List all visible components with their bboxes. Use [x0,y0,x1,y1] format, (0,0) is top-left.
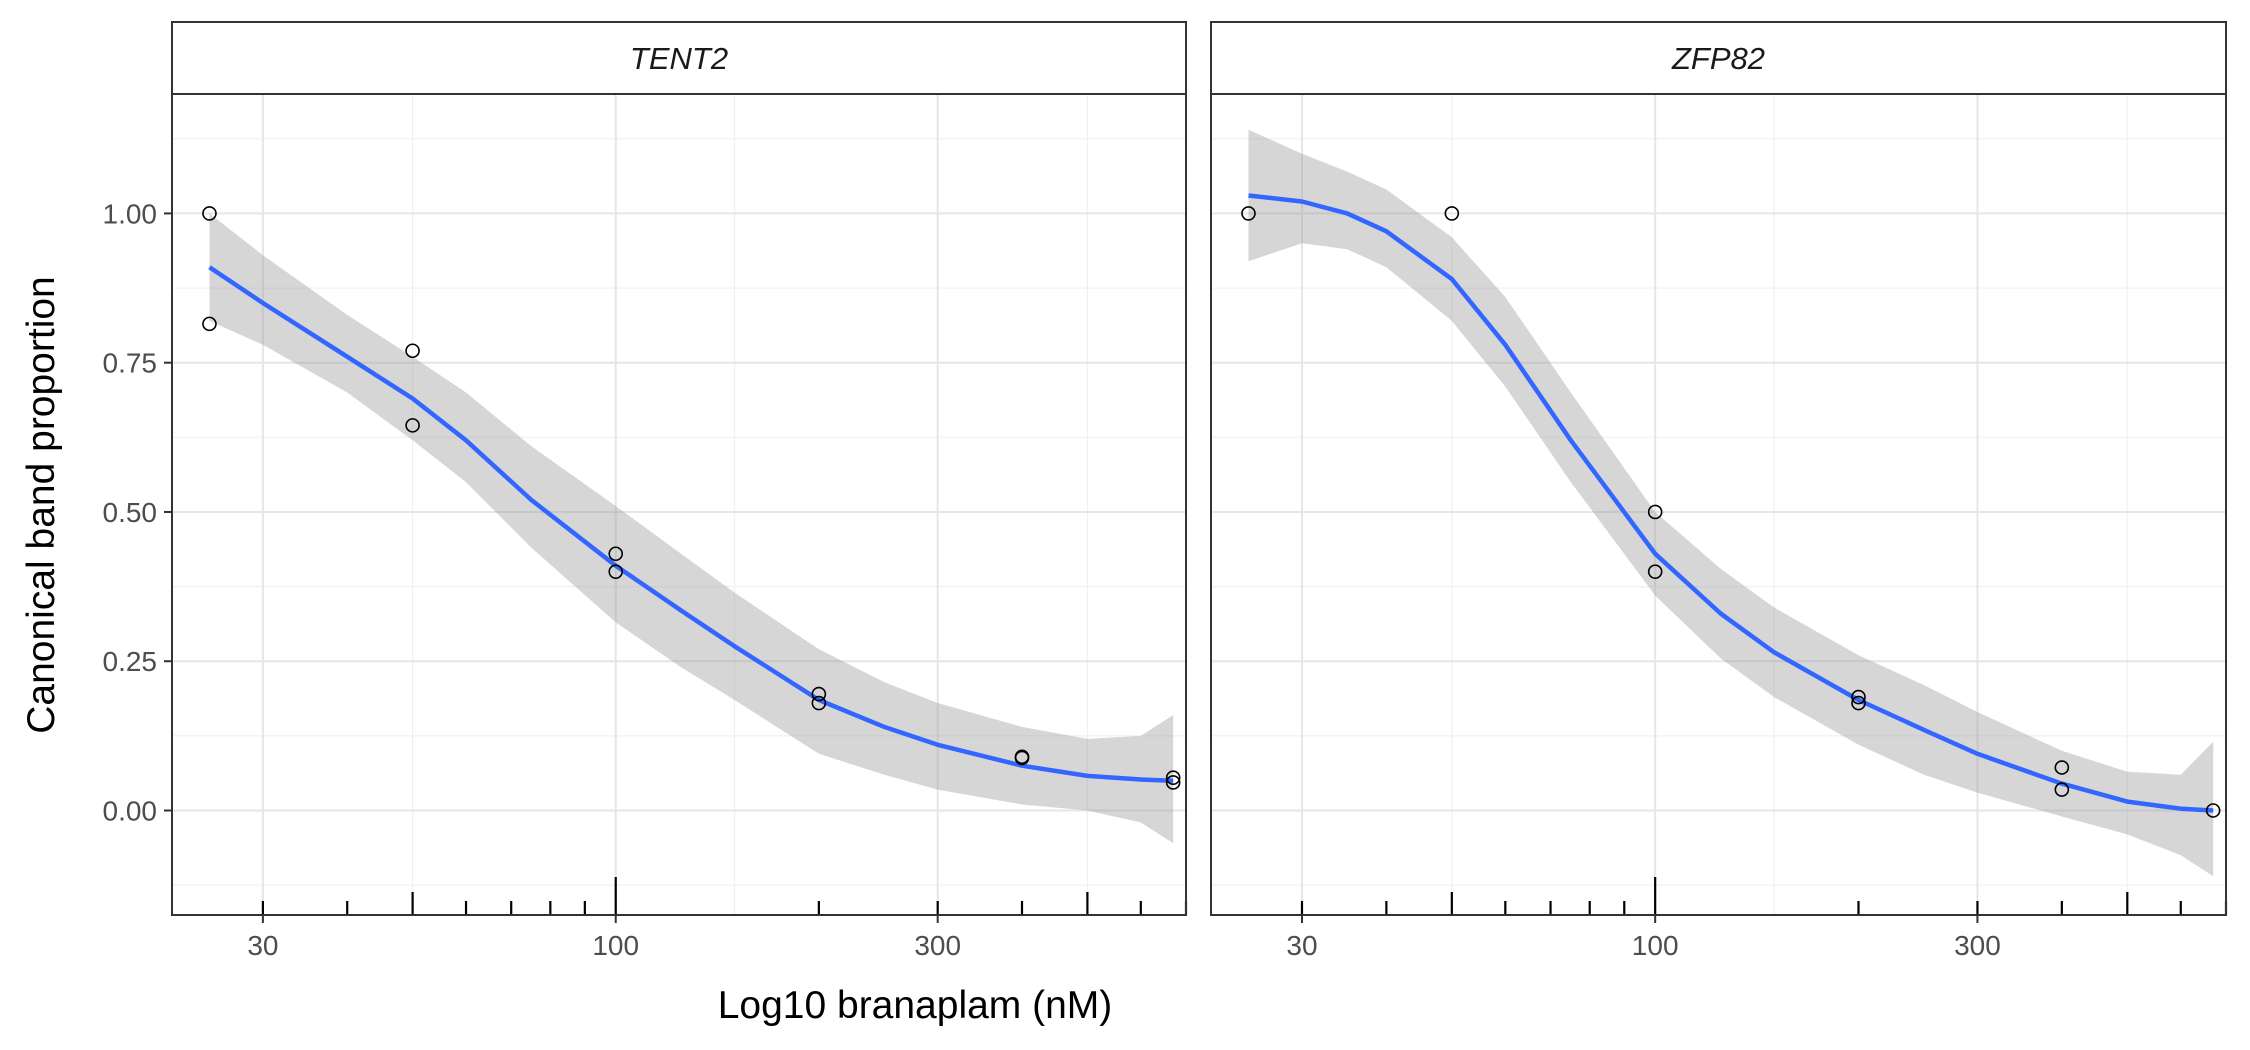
x-tick-label: 300 [914,930,961,961]
panel-border [1210,93,2227,916]
data-point [1165,770,1181,785]
data-point [202,316,217,332]
y-tick-label: 0.75 [103,348,158,379]
y-tick-label: 1.00 [103,198,158,229]
panel-border [171,93,1187,916]
data-point [1851,689,1866,705]
strip-label: TENT2 [630,41,728,76]
panel-background [172,94,1186,915]
data-point [1444,206,1460,221]
data-point [1851,695,1866,711]
panel-zfp82: ZFP82 30 100 300 [1210,21,2228,961]
data-point [202,206,217,221]
x-tick-label: 30 [1286,930,1317,961]
data-point [811,686,827,702]
x-tick-label: 100 [592,930,639,961]
strip-tent2 [171,21,1187,95]
grid [172,94,1186,915]
x-tick-label: 300 [1954,930,2001,961]
data-point [405,418,420,433]
data-point [2205,803,2221,818]
log-ticks [1300,877,2228,915]
data-point [1241,206,1256,221]
data-point [1165,775,1181,790]
y-tick-label: 0.00 [103,796,158,827]
smooth-line [208,265,1174,783]
confidence-band [209,213,1174,844]
grid [1211,94,2226,915]
strip-label: ZFP82 [1671,41,1765,76]
data-point [811,695,827,711]
y-tick-label: 0.50 [103,497,158,528]
data-point [1014,750,1030,766]
data-point [1647,564,1663,579]
panel-tent2: TENT2 30 100 300 0.00 0.25 0.50 0.75 1.00 [103,21,1188,961]
y-axis-title: Canonical band proportion [20,276,63,734]
data-point [608,564,624,579]
strip-zfp82 [1210,21,2227,95]
data-point [405,343,420,359]
data-point [2054,782,2070,797]
data-point [2054,760,2070,775]
data-point [608,546,624,562]
smooth-line [1248,193,2214,813]
confidence-band [1248,129,2214,877]
data-point [1647,504,1663,520]
x-axis-title: Log10 branaplam (nM) [718,984,1113,1027]
log-ticks [261,877,1188,915]
x-tick-label: 30 [247,930,278,961]
facet-panels: TENT2 30 100 300 0.00 0.25 0.50 0.75 1.00 ZFP82 30… [103,21,2228,961]
y-tick-label: 0.25 [103,646,158,677]
x-tick-label: 100 [1632,930,1679,961]
